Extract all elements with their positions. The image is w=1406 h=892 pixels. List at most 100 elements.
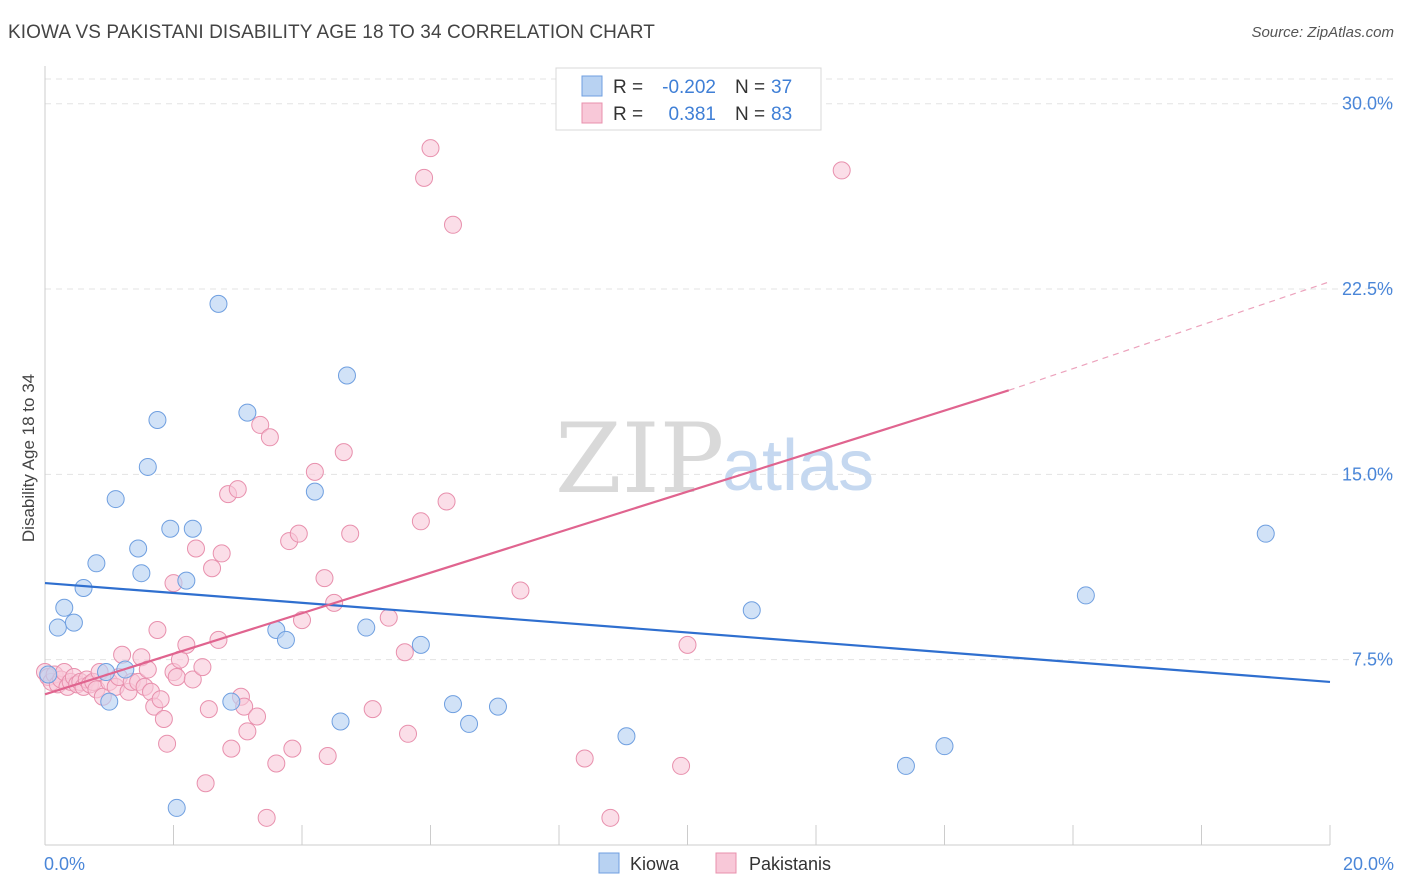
kiowa-point (305, 482, 324, 501)
kiowa-point (222, 692, 241, 711)
pakistanis-point (832, 161, 851, 180)
pakistanis-point (437, 492, 456, 511)
pakistanis-point (151, 690, 170, 709)
pakistanis-point (154, 709, 173, 728)
kiowa-point (443, 695, 462, 714)
chart-title: KIOWA VS PAKISTANI DISABILITY AGE 18 TO … (8, 22, 655, 43)
kiowa-point (896, 756, 915, 775)
bottom-legend-label-pakistanis: Pakistanis (749, 854, 831, 874)
pakistanis-point (222, 739, 241, 758)
kiowa-point (64, 613, 83, 632)
kiowa-point (129, 539, 148, 558)
legend-swatch-pakistanis (581, 102, 603, 124)
pakistanis-point (248, 707, 267, 726)
pakistanis-point (289, 524, 308, 543)
legend-swatch-kiowa (581, 75, 603, 97)
pakistanis-point (601, 808, 620, 827)
gridlines (45, 78, 1394, 661)
pakistanis-point (443, 215, 462, 234)
y-tick-label: 7.5% (1352, 650, 1393, 670)
pakistanis-point (341, 524, 360, 543)
kiowa-points (39, 294, 1275, 817)
kiowa-point (742, 601, 761, 620)
pakistanis-point (186, 539, 205, 558)
kiowa-point (100, 692, 119, 711)
kiowa-point (48, 618, 67, 637)
pakistanis-point (511, 581, 530, 600)
y-tick-label: 15.0% (1342, 464, 1393, 484)
stats-legend: R = -0.202 N = 37 R = 0.381 N = 83 (555, 67, 822, 131)
kiowa-point (161, 519, 180, 538)
watermark-zip: ZIP (555, 403, 724, 515)
pakistanis-point (251, 415, 270, 434)
kiowa-point (132, 564, 151, 583)
kiowa-point (1256, 524, 1275, 543)
series-legend: Kiowa Pakistanis (598, 852, 831, 874)
kiowa-point (183, 519, 202, 538)
kiowa-point (39, 665, 58, 684)
pakistanis-point (257, 808, 276, 827)
legend-n-value-pakistanis: 83 (771, 104, 792, 125)
pakistanis-trend-line (44, 389, 1010, 696)
pakistanis-point (158, 734, 177, 753)
pakistanis-point (334, 443, 353, 462)
kiowa-point (357, 618, 376, 637)
pakistanis-point (421, 139, 440, 158)
pakistanis-point (199, 700, 218, 719)
pakistanis-point (203, 559, 222, 578)
pakistanis-point (672, 756, 691, 775)
kiowa-point (209, 294, 228, 313)
kiowa-trend-line (44, 581, 1331, 684)
pakistanis-point (148, 621, 167, 640)
pakistanis-trend-extension (1008, 281, 1331, 391)
pakistanis-point (183, 670, 202, 689)
legend-r-label-pakistanis: R = (613, 104, 643, 125)
axes (44, 66, 1331, 846)
pakistanis-point (415, 168, 434, 187)
kiowa-point (411, 635, 430, 654)
kiowa-point (238, 403, 257, 422)
kiowa-point (55, 598, 74, 617)
pakistanis-point (196, 774, 215, 793)
kiowa-point (74, 579, 93, 598)
y-axis-label: Disability Age 18 to 34 (19, 374, 38, 542)
legend-r-value-kiowa: -0.202 (662, 77, 716, 98)
pakistanis-point (318, 747, 337, 766)
bottom-legend-label-kiowa: Kiowa (630, 854, 680, 874)
y-tick-labels: 7.5% 15.0% 22.5% 30.0% (1342, 94, 1393, 670)
bottom-legend-swatch-pakistanis (715, 852, 737, 874)
pakistanis-point (260, 428, 279, 447)
kiowa-point (177, 571, 196, 590)
kiowa-point (1076, 586, 1095, 605)
kiowa-point (617, 727, 636, 746)
pakistanis-point (228, 480, 247, 499)
y-tick-label: 30.0% (1342, 94, 1393, 114)
pakistanis-point (113, 645, 132, 664)
pakistanis-point (411, 512, 430, 531)
chart-source: Source: ZipAtlas.com (1251, 24, 1394, 41)
pakistanis-point (315, 569, 334, 588)
pakistanis-point (293, 611, 311, 630)
watermark: ZIP atlas (555, 403, 874, 515)
pakistanis-point (305, 462, 324, 481)
kiowa-point (106, 490, 125, 509)
bottom-legend-swatch-kiowa (598, 852, 620, 874)
pakistanis-point (678, 635, 697, 654)
kiowa-point (87, 554, 106, 573)
kiowa-point (148, 410, 167, 429)
kiowa-point (337, 366, 356, 385)
legend-r-label-kiowa: R = (613, 77, 643, 98)
x-tick-label-max: 20.0% (1343, 854, 1394, 874)
kiowa-point (276, 630, 295, 649)
legend-n-label-kiowa: N = (735, 77, 765, 98)
pakistanis-point (379, 608, 398, 627)
pakistanis-point (212, 544, 231, 563)
kiowa-point (488, 697, 507, 716)
trend-lines (44, 281, 1331, 696)
pakistanis-point (363, 700, 382, 719)
pakistanis-point (395, 643, 414, 662)
pakistanis-point (283, 739, 302, 758)
pakistanis-point (193, 658, 212, 677)
x-tick-label-min: 0.0% (44, 854, 85, 874)
